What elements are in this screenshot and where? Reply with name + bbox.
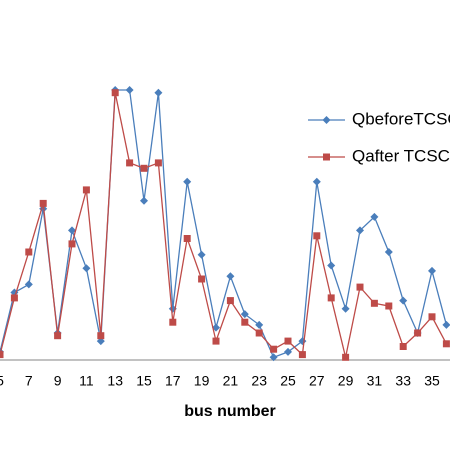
- point: [183, 177, 192, 186]
- point: [212, 337, 220, 345]
- x-tick-label: 27: [309, 373, 325, 389]
- x-tick-label: 21: [223, 373, 239, 389]
- legend-marker: [322, 116, 331, 124]
- point: [428, 313, 436, 321]
- point: [313, 232, 321, 240]
- point: [284, 337, 292, 345]
- point: [25, 248, 33, 256]
- point: [384, 248, 393, 256]
- point: [370, 299, 378, 307]
- point: [126, 159, 134, 167]
- point: [68, 240, 76, 248]
- point: [169, 318, 177, 326]
- x-tick-label: 35: [424, 373, 440, 389]
- x-tick-label: 29: [338, 373, 354, 389]
- x-tick-label: 25: [280, 373, 296, 389]
- point: [442, 340, 450, 348]
- point: [197, 250, 206, 259]
- point: [269, 353, 278, 362]
- x-tick-label: 13: [107, 373, 123, 389]
- point: [399, 343, 407, 350]
- point: [341, 304, 350, 313]
- point: [97, 332, 105, 340]
- point: [298, 351, 306, 359]
- point: [312, 177, 321, 186]
- point: [226, 297, 234, 305]
- point: [54, 332, 62, 340]
- x-tick-label: 19: [194, 373, 210, 389]
- point: [356, 283, 364, 291]
- point: [154, 88, 163, 97]
- x-tick-label: 11: [79, 373, 94, 389]
- x-tick-label: 23: [251, 373, 267, 389]
- point: [183, 235, 191, 242]
- point: [0, 351, 4, 359]
- point: [255, 320, 264, 329]
- point: [68, 226, 76, 235]
- point: [342, 353, 350, 361]
- point: [82, 186, 90, 194]
- point: [39, 199, 47, 207]
- x-axis-label: bus number: [184, 403, 276, 420]
- point: [255, 329, 263, 337]
- point: [111, 89, 119, 97]
- point: [154, 159, 162, 167]
- point: [284, 347, 292, 356]
- point: [140, 164, 148, 172]
- point: [442, 320, 450, 329]
- legend-label: Qafter TCSC: [352, 146, 450, 165]
- point: [226, 272, 235, 281]
- point: [198, 275, 206, 283]
- point: [10, 294, 18, 302]
- point: [428, 266, 436, 275]
- point: [140, 196, 148, 205]
- x-tick-label: 31: [367, 373, 383, 389]
- point: [241, 318, 249, 326]
- x-tick-label: 5: [0, 373, 4, 389]
- point: [399, 296, 408, 305]
- point: [24, 280, 33, 289]
- legend-marker: [323, 153, 330, 161]
- point: [370, 212, 379, 221]
- point: [125, 86, 134, 94]
- x-tick-label: 9: [54, 373, 62, 389]
- x-tick-label: 7: [25, 373, 33, 389]
- legend-label: QbeforeTCSC: [352, 109, 450, 128]
- point: [82, 264, 91, 273]
- point: [327, 261, 336, 270]
- x-tick-label: 33: [395, 373, 411, 389]
- point: [270, 345, 278, 353]
- x-tick-label: 17: [165, 373, 181, 389]
- point: [356, 226, 364, 235]
- x-tick-label: 15: [136, 373, 152, 389]
- point: [385, 302, 393, 310]
- point: [327, 294, 335, 302]
- point: [240, 310, 249, 319]
- point: [414, 329, 422, 337]
